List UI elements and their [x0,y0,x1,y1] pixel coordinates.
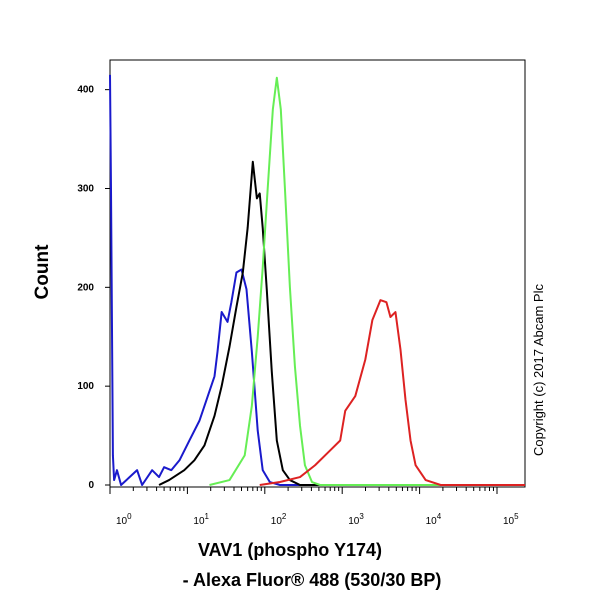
y-tick-label: 0 [88,480,94,491]
series-line [109,74,525,486]
y-tick-label: 200 [77,282,94,293]
x-tick-exponent: 0 [127,512,132,521]
x-tick-base: 10 [193,516,205,527]
y-tick-label: 100 [77,381,94,392]
x-tick-label: 100 [116,512,132,527]
x-tick-base: 10 [348,516,360,527]
x-tick-exponent: 1 [205,512,210,521]
x-tick-exponent: 5 [514,512,519,521]
x-tick-base: 10 [116,516,128,527]
x-tick-exponent: 2 [282,512,287,521]
copyright: Copyright (c) 2017 Abcam Plc [531,284,546,456]
x-tick-base: 10 [271,516,283,527]
x-tick-label: 102 [271,512,287,527]
y-tick-label: 400 [77,85,94,96]
x-axis-label: VAV1 (phospho Y174) [198,540,382,560]
x-tick-label: 101 [193,512,209,527]
plot-frame [109,59,526,488]
series-line [158,160,525,486]
y-axis-label: Count [32,244,53,300]
x-tick-label: 103 [348,512,364,527]
x-tick-label: 104 [426,512,442,527]
x-tick-base: 10 [503,516,515,527]
y-tick-label: 300 [77,183,94,194]
series-line [259,299,525,486]
x-axis-label: - Alexa Fluor® 488 (530/30 BP) [183,570,442,590]
series-line [209,76,525,486]
x-tick-base: 10 [426,516,438,527]
x-tick-exponent: 4 [437,512,442,521]
x-tick-exponent: 3 [359,512,364,521]
x-tick-label: 105 [503,512,519,527]
